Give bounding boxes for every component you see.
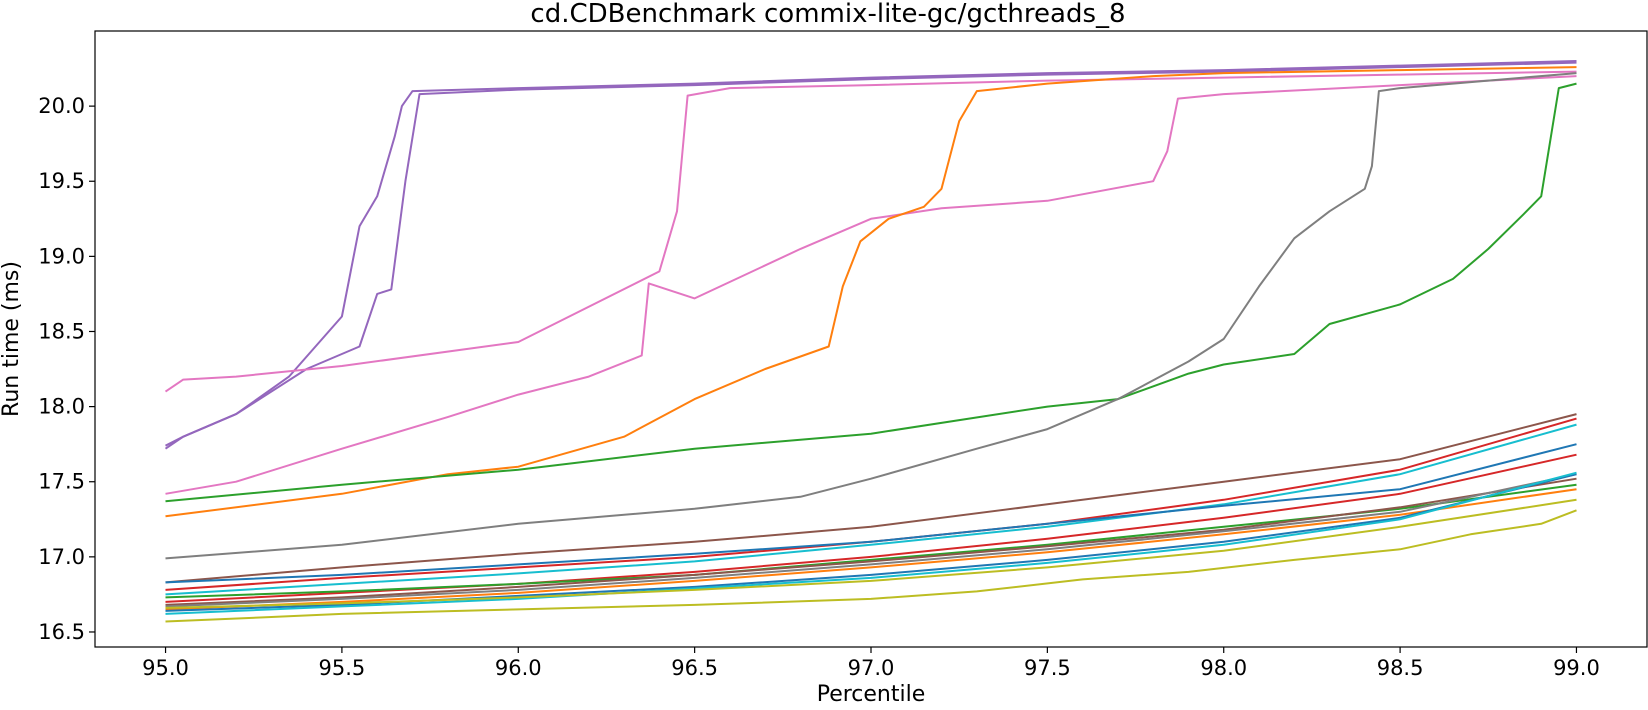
x-tick-label: 95.0: [142, 656, 189, 680]
series-line-10: [165, 423, 1577, 596]
y-tick-label: 18.5: [38, 319, 85, 343]
chart-title: cd.CDBenchmark commix-lite-gc/gcthreads_…: [530, 0, 1125, 29]
series-line-6: [165, 82, 1577, 503]
series-line-14: [165, 477, 1577, 606]
x-tick-label: 99.0: [1553, 656, 1600, 680]
series-lines: [164, 60, 1577, 623]
y-tick-label: 19.0: [38, 244, 85, 268]
y-tick-label: 19.5: [38, 169, 85, 193]
x-tick-label: 97.0: [848, 656, 895, 680]
series-line-15: [165, 473, 1577, 608]
series-line-5: [165, 66, 1577, 518]
series-line-8: [165, 413, 1577, 584]
y-tick-label: 17.0: [38, 545, 85, 569]
x-tick-label: 95.5: [319, 656, 366, 680]
y-axis-ticks: 16.5 17.0 17.5 18.0 18.5 19.0 19.5 20.0: [38, 94, 95, 644]
y-tick-label: 16.5: [38, 620, 85, 644]
y-tick-label: 18.0: [38, 395, 85, 419]
x-tick-label: 96.5: [671, 656, 718, 680]
y-axis-label: Run time (ms): [0, 261, 24, 417]
series-line-16: [165, 488, 1577, 611]
series-line-2: [164, 61, 1577, 450]
series-line-4: [165, 75, 1577, 495]
y-tick-label: 17.5: [38, 470, 85, 494]
x-tick-label: 97.5: [1024, 656, 1071, 680]
series-line-18: [165, 471, 1577, 615]
series-line-20: [165, 509, 1577, 623]
series-line-19: [165, 498, 1577, 609]
series-line-7: [165, 72, 1577, 560]
x-tick-label: 98.5: [1377, 656, 1424, 680]
series-line-1: [165, 60, 1577, 447]
series-line-11: [165, 443, 1577, 584]
x-axis-label: Percentile: [817, 682, 926, 707]
y-tick-label: 20.0: [38, 94, 85, 118]
x-tick-label: 96.0: [495, 656, 542, 680]
series-line-3: [164, 70, 1577, 393]
x-tick-label: 98.0: [1200, 656, 1247, 680]
x-axis-ticks: 95.0 95.5 96.0 96.5 97.0 97.5 98.0 98.5 99.0: [142, 647, 1600, 680]
